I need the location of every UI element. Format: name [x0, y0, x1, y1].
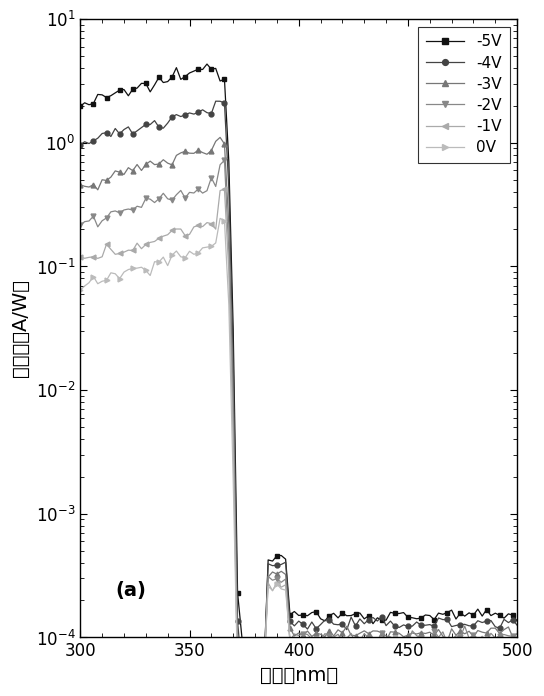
-3V [392, 628, 398, 636]
-1V [348, 640, 354, 649]
-5V [348, 611, 354, 619]
Line: -2V: -2V [78, 158, 520, 677]
Line: -1V: -1V [78, 187, 520, 677]
0V [348, 642, 354, 650]
-5V [186, 69, 193, 77]
-4V [392, 622, 398, 631]
Text: (a): (a) [115, 581, 146, 601]
0V [514, 636, 521, 644]
X-axis label: 波长（nm）: 波长（nm） [259, 666, 338, 685]
-1V [287, 638, 293, 646]
0V [108, 269, 114, 277]
-1V [221, 185, 228, 193]
-4V [108, 132, 114, 141]
Line: -5V: -5V [78, 62, 520, 677]
-4V [77, 141, 84, 149]
-3V [348, 631, 354, 640]
-3V [186, 149, 193, 157]
Line: -3V: -3V [78, 135, 520, 677]
-5V [108, 91, 114, 100]
-1V [392, 642, 398, 650]
-3V [77, 180, 84, 189]
-3V [287, 624, 293, 632]
Y-axis label: 响应度（A/W）: 响应度（A/W） [11, 279, 30, 377]
-4V [348, 613, 354, 622]
0V [186, 247, 193, 255]
0V [217, 214, 224, 223]
-1V [234, 670, 241, 679]
-1V [186, 230, 193, 239]
-5V [77, 102, 84, 111]
-2V [392, 635, 398, 643]
-5V [203, 60, 210, 68]
0V [413, 642, 420, 650]
-1V [514, 638, 521, 647]
-5V [243, 670, 250, 679]
-2V [77, 221, 84, 230]
-5V [392, 609, 398, 617]
-2V [239, 670, 245, 679]
-1V [413, 638, 420, 646]
0V [77, 286, 84, 294]
-4V [243, 670, 250, 679]
-3V [514, 629, 521, 638]
-3V [239, 670, 245, 679]
-1V [108, 245, 114, 253]
-4V [213, 97, 219, 105]
Line: 0V: 0V [78, 216, 520, 677]
-2V [186, 188, 193, 196]
-4V [413, 618, 420, 626]
-2V [413, 631, 420, 640]
-3V [108, 173, 114, 181]
-5V [514, 617, 521, 625]
-2V [514, 633, 521, 642]
-2V [108, 207, 114, 216]
-3V [413, 630, 420, 638]
-4V [186, 109, 193, 117]
-4V [287, 617, 293, 626]
-2V [287, 637, 293, 645]
Legend: -5V, -4V, -3V, -2V, -1V, 0V: -5V, -4V, -3V, -2V, -1V, 0V [418, 27, 510, 163]
-2V [221, 156, 228, 164]
-4V [514, 621, 521, 629]
-5V [413, 615, 420, 623]
0V [287, 636, 293, 644]
-5V [287, 610, 293, 619]
0V [392, 642, 398, 651]
-1V [77, 253, 84, 261]
Line: -4V: -4V [78, 99, 520, 677]
0V [234, 670, 241, 679]
-3V [217, 133, 224, 141]
-2V [348, 629, 354, 638]
